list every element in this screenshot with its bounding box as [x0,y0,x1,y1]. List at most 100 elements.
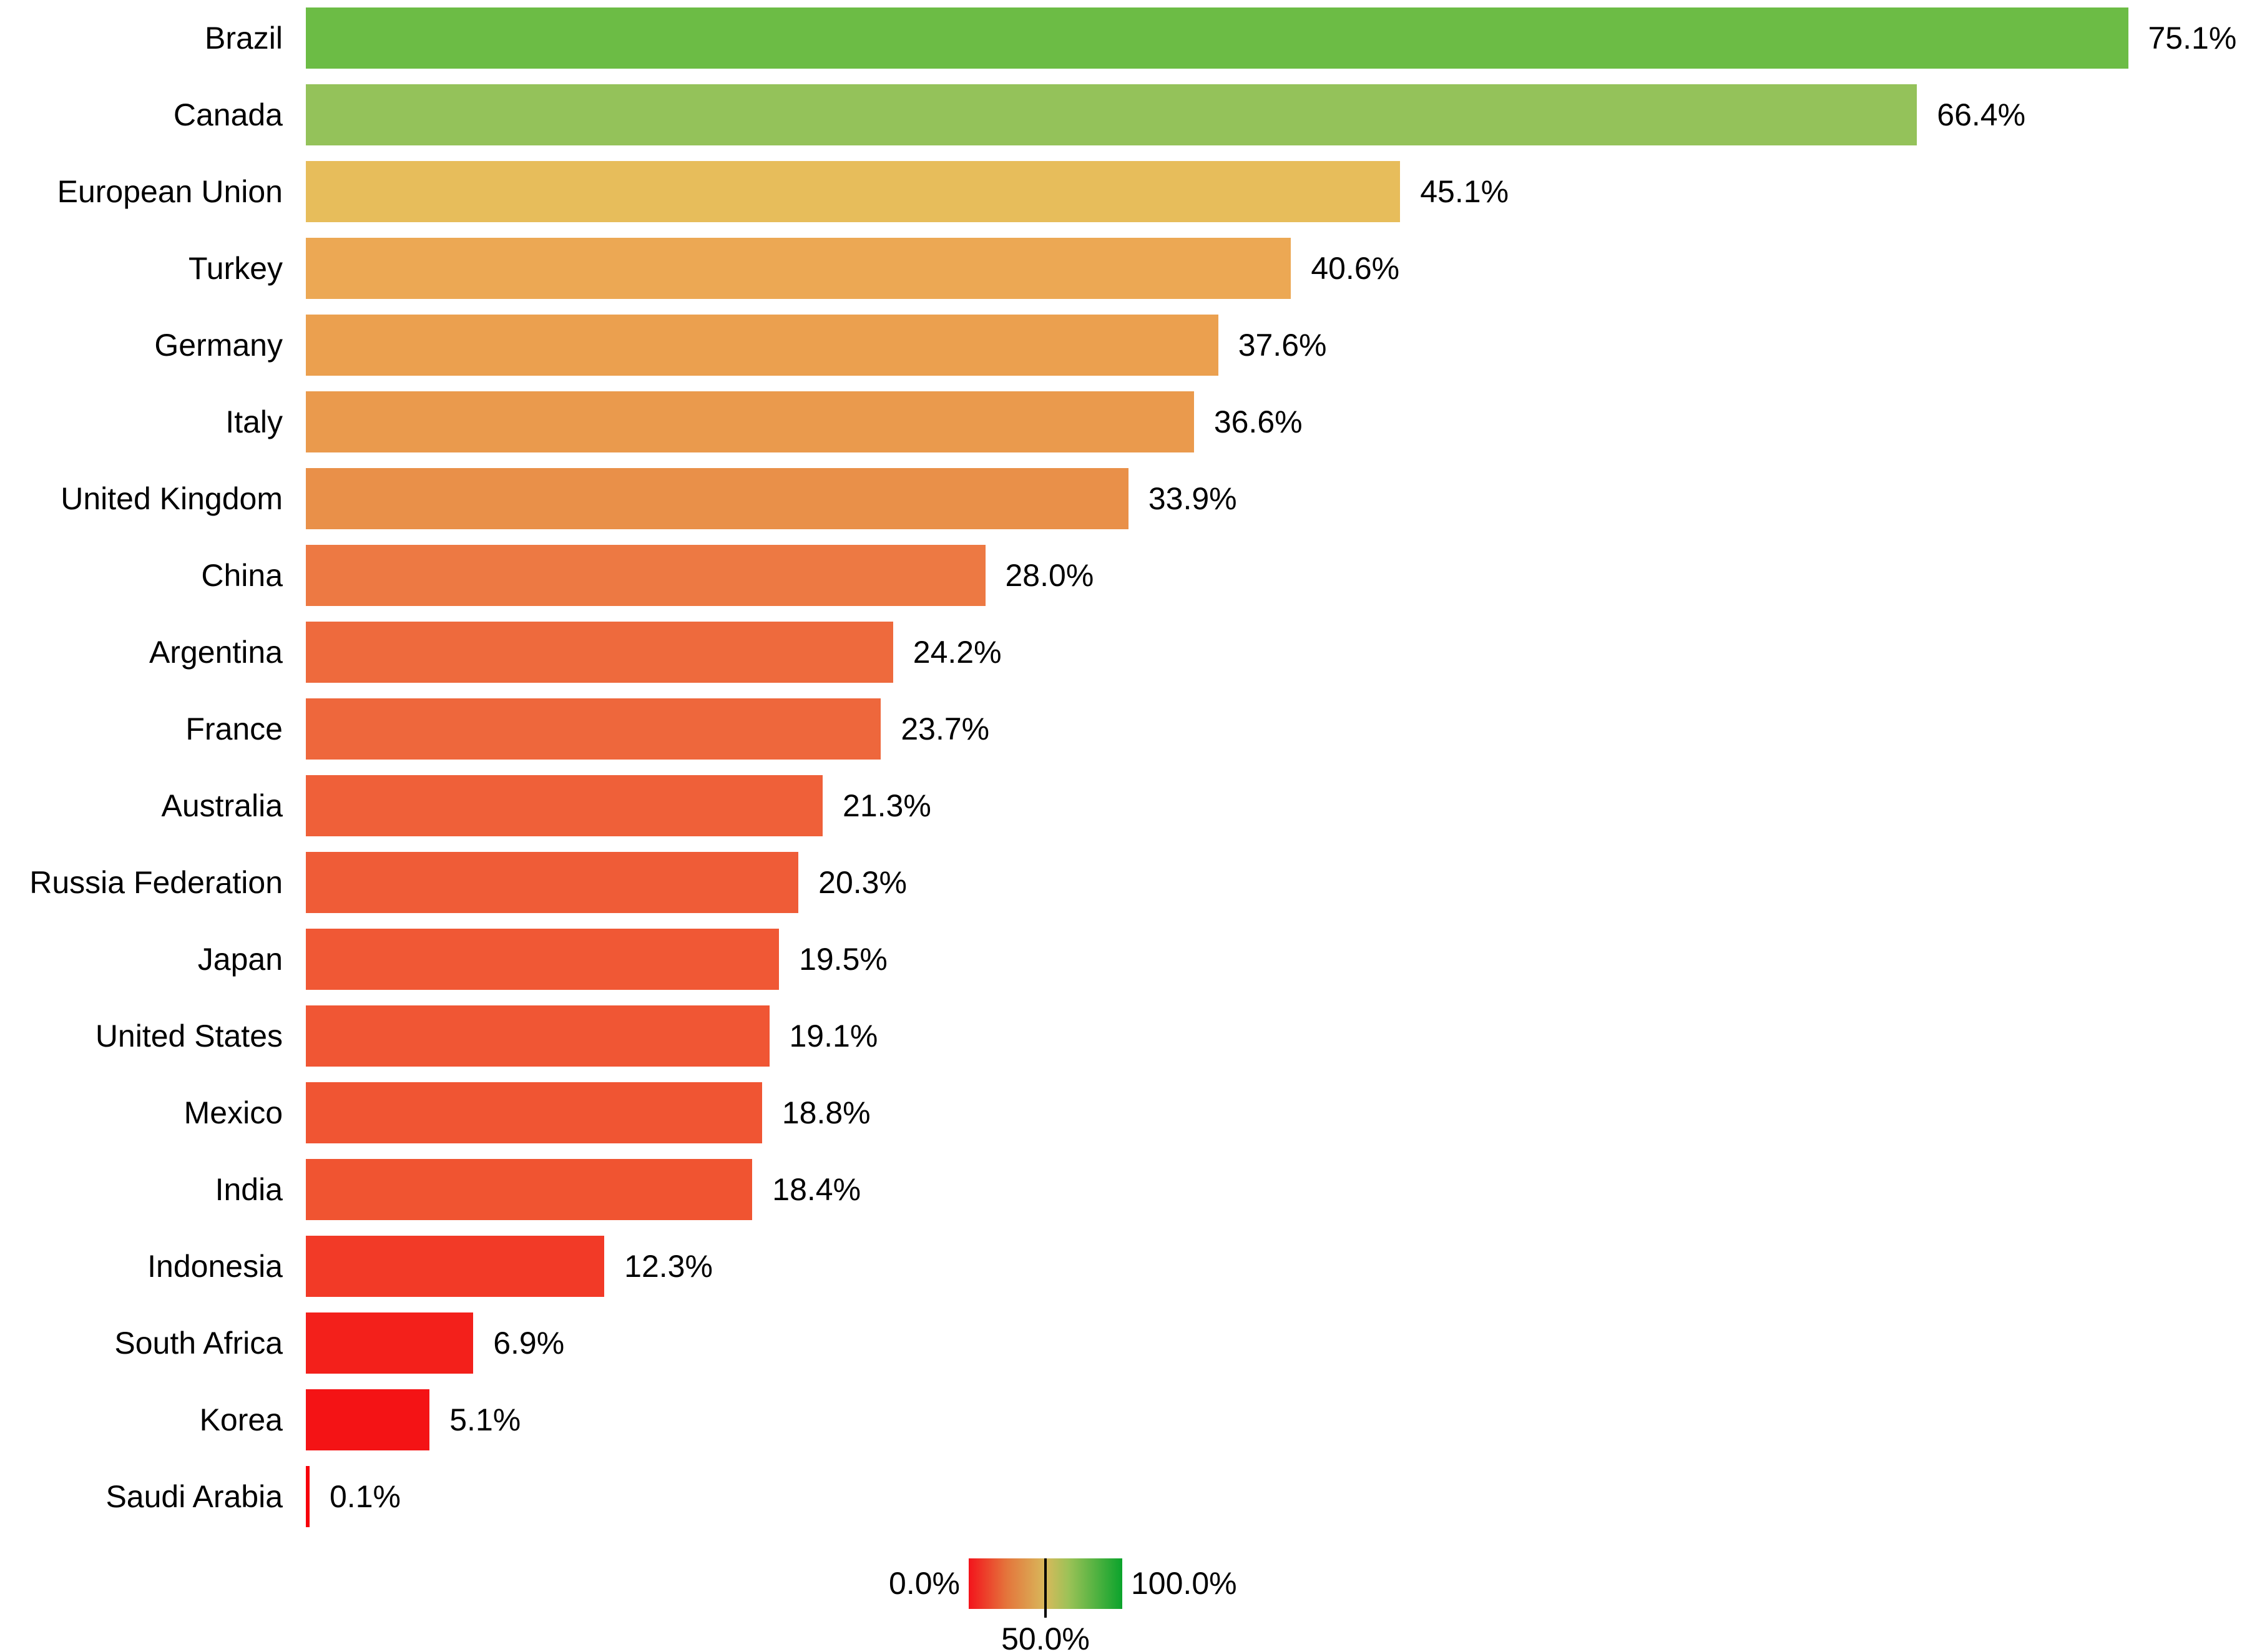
value-label: 36.6% [1213,404,1303,439]
chart-row: Argentina 24.2% [0,622,2247,683]
value-label: 12.3% [624,1249,713,1284]
bar-area: 12.3% [306,1236,2247,1297]
value-label: 21.3% [843,788,931,823]
country-label: India [215,1172,283,1207]
country-label: Saudi Arabia [105,1479,283,1514]
value-label: 75.1% [2148,21,2237,56]
value-label: 66.4% [1937,97,2026,132]
value-label: 6.9% [493,1326,565,1361]
bar-area: 40.6% [306,238,2247,299]
chart-row: Canada 66.4% [0,84,2247,145]
value-bar [306,1159,753,1220]
value-bar [306,7,2128,69]
country-label: Russia Federation [29,865,283,900]
bar-area: 21.3% [306,775,2247,836]
country-label: Italy [225,404,283,439]
value-label: 18.8% [781,1095,871,1130]
country-label: Turkey [188,251,283,286]
bar-area: 20.3% [306,852,2247,913]
value-label: 0.1% [330,1479,401,1514]
country-label: Korea [199,1402,283,1437]
chart-row: France 23.7% [0,698,2247,760]
legend-mid-label: 50.0% [1001,1621,1090,1652]
value-label: 24.2% [913,635,1002,670]
bar-area: 19.5% [306,929,2247,990]
country-label: Germany [154,328,283,363]
value-label: 5.1% [449,1402,521,1437]
value-bar [306,929,780,990]
value-bar [306,84,1917,145]
chart-row: Australia 21.3% [0,775,2247,836]
bar-area: 18.8% [306,1082,2247,1143]
bar-area: 33.9% [306,468,2247,529]
chart-row: Saudi Arabia 0.1% [0,1466,2247,1527]
chart-row: China 28.0% [0,545,2247,606]
bar-area: 28.0% [306,545,2247,606]
chart-row: Italy 36.6% [0,391,2247,452]
country-label: Indonesia [147,1249,283,1284]
value-label: 19.5% [799,942,888,977]
bar-area: 75.1% [306,7,2247,69]
value-label: 45.1% [1420,174,1509,209]
country-label: Brazil [204,21,283,56]
chart-row: Japan 19.5% [0,929,2247,990]
legend-min-label: 0.0% [889,1566,960,1601]
value-bar [306,161,1401,222]
value-label: 33.9% [1148,481,1237,516]
bar-area: 19.1% [306,1005,2247,1067]
value-bar [306,238,1291,299]
chart-row: Indonesia 12.3% [0,1236,2247,1297]
chart-row: Mexico 18.8% [0,1082,2247,1143]
value-label: 28.0% [1005,558,1094,593]
bar-area: 6.9% [306,1312,2247,1374]
bar-area: 36.6% [306,391,2247,452]
country-label: European Union [57,174,283,209]
bar-area: 45.1% [306,161,2247,222]
country-label: Argentina [149,635,283,670]
country-label: France [185,711,283,746]
bar-area: 66.4% [306,84,2247,145]
country-label: United States [95,1019,283,1053]
country-label: United Kingdom [61,481,283,516]
value-bar [306,1466,310,1527]
value-label: 20.3% [818,865,907,900]
chart-row: Turkey 40.6% [0,238,2247,299]
chart-row: Russia Federation 20.3% [0,852,2247,913]
value-bar [306,545,986,606]
value-label: 19.1% [789,1019,878,1053]
bar-area: 24.2% [306,622,2247,683]
legend-max-label: 100.0% [1131,1566,1237,1601]
chart-row: United States 19.1% [0,1005,2247,1067]
value-bar [306,622,893,683]
legend-gradient-bar [969,1558,1122,1618]
value-bar [306,1005,770,1067]
country-label: Canada [173,97,283,132]
country-label: Australia [161,788,283,823]
value-label: 18.4% [772,1172,861,1207]
value-bar [306,1236,605,1297]
chart-row: India 18.4% [0,1159,2247,1220]
value-bar [306,1389,430,1450]
bar-area: 0.1% [306,1466,2247,1527]
value-bar [306,1082,762,1143]
legend-midpoint-tick [1044,1558,1047,1618]
chart-row: Korea 5.1% [0,1389,2247,1450]
chart-rows: Brazil 75.1% Canada 66.4% European Union… [0,7,2247,1543]
country-label: Mexico [184,1095,283,1130]
value-bar [306,1312,474,1374]
value-label: 40.6% [1311,251,1400,286]
chart-row: Brazil 75.1% [0,7,2247,69]
chart-row: European Union 45.1% [0,161,2247,222]
bar-area: 18.4% [306,1159,2247,1220]
bar-area: 37.6% [306,315,2247,376]
chart-row: Germany 37.6% [0,315,2247,376]
value-bar [306,391,1194,452]
bar-area: 23.7% [306,698,2247,760]
value-label: 23.7% [901,711,990,746]
value-bar [306,852,799,913]
chart-row: United Kingdom 33.9% [0,468,2247,529]
country-label: South Africa [114,1326,283,1361]
bar-area: 5.1% [306,1389,2247,1450]
country-label: China [201,558,283,593]
